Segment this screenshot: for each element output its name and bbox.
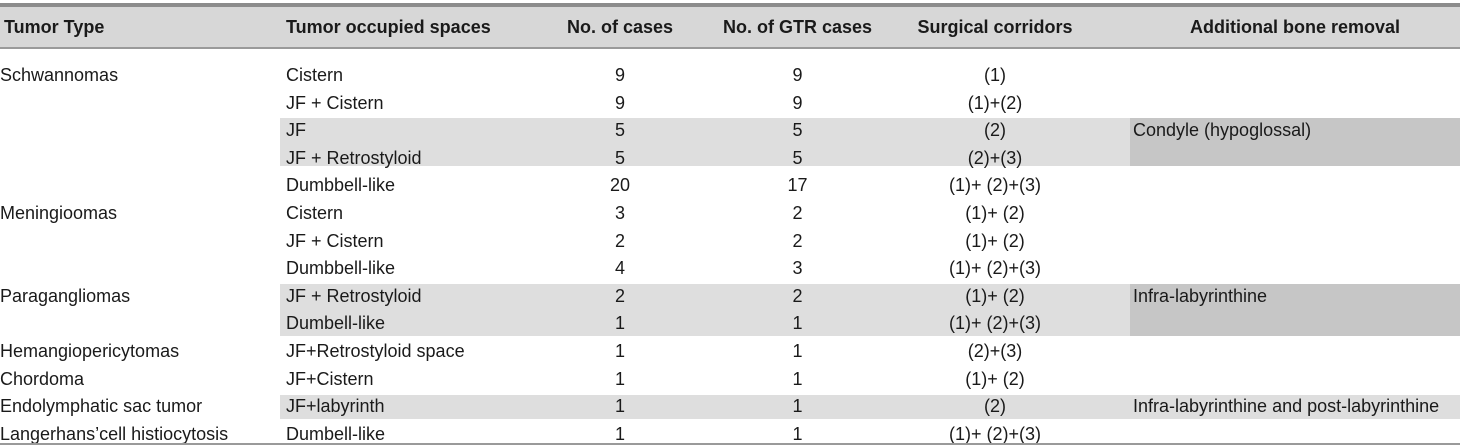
cell-gtr-cases: 17	[787, 175, 808, 196]
cell-bone-removal	[1133, 172, 1460, 200]
header-bone-removal: Additional bone removal	[1189, 17, 1401, 37]
cell-tumor-space: JF+Retrostyloid space	[286, 341, 465, 361]
cell-gtr-cases: 2	[792, 203, 803, 223]
cell-gtr-cases: 5	[792, 120, 803, 141]
cell-tumor-type: Hemangiopericytomas	[0, 341, 180, 361]
cell-corridors: (1)	[984, 65, 1006, 85]
cell-tumor-type: Paragangliomas	[0, 285, 131, 306]
cell-cases: 1	[614, 368, 625, 389]
top-rule	[0, 3, 1460, 7]
bottom-rule	[0, 443, 1460, 445]
cell-tumor-space: Cistern	[286, 65, 344, 85]
cell-cases: 2	[614, 230, 625, 251]
cell-corridors: (1)+ (2)+(3)	[948, 258, 1042, 279]
cell-tumor-type	[0, 172, 280, 200]
cell-bone-removal	[1133, 145, 1460, 173]
cell-tumor-space: JF+labyrinth	[286, 396, 385, 417]
cell-gtr-cases: 1	[792, 368, 803, 389]
cell-bone-removal	[1133, 62, 1460, 90]
cell-bone-removal: Condyle (hypoglossal)	[1133, 120, 1312, 141]
cell-bone-removal: Infra-labyrinthine	[1133, 285, 1268, 306]
cell-gtr-cases: 9	[792, 92, 803, 113]
cell-tumor-space: Dumbell-like	[286, 423, 386, 444]
cell-cases: 1	[614, 341, 625, 361]
cell-bone-removal	[1133, 310, 1460, 338]
cell-cases: 1	[614, 396, 625, 417]
cell-bone-removal	[1133, 200, 1460, 228]
cell-tumor-space: JF	[286, 120, 306, 141]
cell-gtr-cases: 1	[792, 396, 803, 417]
cell-tumor-type	[0, 145, 280, 173]
header-tumor-spaces: Tumor occupied spaces	[286, 17, 491, 37]
cell-gtr-cases: 2	[792, 285, 803, 306]
cell-tumor-space: Cistern	[286, 203, 344, 223]
cell-cases: 2	[614, 285, 625, 306]
header-corridors: Surgical corridors	[917, 17, 1073, 37]
cell-tumor-type	[0, 255, 280, 283]
cell-gtr-cases: 1	[792, 423, 803, 444]
cell-bone-removal	[1133, 255, 1460, 283]
cell-tumor-type: Chordoma	[0, 368, 85, 389]
shade-band	[1130, 118, 1460, 166]
cell-tumor-space: JF + Retrostyloid	[286, 285, 422, 306]
cell-tumor-space: Dumbbell-like	[286, 175, 396, 196]
cell-cases: 3	[614, 203, 625, 223]
cell-tumor-type: Langerhans’cell histiocytosis	[0, 423, 229, 444]
cell-corridors: (1)+ (2)+(3)	[948, 175, 1042, 196]
cell-corridors: (1)+ (2)	[965, 203, 1025, 223]
cell-gtr-cases: 1	[792, 341, 803, 361]
cell-tumor-space: Dumbell-like	[286, 313, 386, 334]
cell-cases: 4	[614, 258, 625, 279]
cell-gtr-cases: 5	[792, 147, 803, 168]
cell-gtr-cases: 1	[792, 313, 803, 334]
cell-gtr-cases: 9	[792, 65, 803, 85]
cell-bone-removal	[1133, 228, 1460, 256]
cell-tumor-type: Meningioomas	[0, 203, 118, 223]
cell-cases: 5	[614, 120, 625, 141]
cell-bone-removal	[1133, 90, 1460, 118]
cell-cases: 20	[609, 175, 631, 196]
cell-tumor-type: Schwannomas	[0, 65, 119, 85]
cell-tumor-type	[0, 310, 280, 338]
cell-corridors: (2)	[984, 396, 1006, 417]
cell-cases: 1	[614, 423, 625, 444]
cell-tumor-space: Dumbbell-like	[286, 258, 396, 279]
cell-corridors: (1)+ (2)	[965, 285, 1025, 306]
cell-cases: 1	[614, 313, 625, 334]
cell-corridors: (1)+ (2)	[965, 368, 1025, 389]
header-row	[0, 7, 1460, 47]
cell-bone-removal	[1133, 338, 1460, 366]
header-tumor-type: Tumor Type	[4, 17, 105, 37]
cell-tumor-type	[0, 117, 280, 145]
cell-tumor-type	[0, 90, 280, 118]
shade-band	[280, 395, 1460, 419]
cell-bone-removal	[1133, 366, 1460, 394]
cell-tumor-space: JF + Cistern	[286, 230, 384, 251]
shade-band	[1130, 284, 1460, 336]
cell-gtr-cases: 3	[792, 258, 803, 279]
cell-bone-removal: Infra-labyrinthine and post-labyrinthine	[1133, 396, 1440, 417]
cell-corridors: (1)+ (2)+(3)	[948, 423, 1042, 444]
cell-cases: 5	[614, 147, 625, 168]
cell-tumor-type: Endolymphatic sac tumor	[0, 396, 203, 417]
cell-cases: 9	[614, 92, 625, 113]
cell-tumor-space: JF+Cistern	[286, 368, 374, 389]
header-gtr-cases: No. of GTR cases	[722, 17, 873, 37]
cell-corridors: (1)+ (2)+(3)	[948, 313, 1042, 334]
header-rule	[0, 47, 1460, 49]
cell-tumor-space: JF + Cistern	[286, 92, 384, 113]
cell-corridors: (1)+ (2)	[965, 230, 1025, 251]
header-cases: No. of cases	[566, 17, 674, 37]
cell-corridors: (1)+(2)	[967, 92, 1023, 113]
shade-band	[280, 284, 1130, 336]
cell-tumor-type	[0, 228, 280, 256]
cell-gtr-cases: 2	[792, 230, 803, 251]
shade-band	[280, 118, 1130, 166]
cell-corridors: (2)	[984, 120, 1006, 141]
cell-corridors: (2)+(3)	[967, 341, 1023, 361]
cell-tumor-space: JF + Retrostyloid	[286, 147, 422, 168]
cell-corridors: (2)+(3)	[967, 147, 1023, 168]
cell-cases: 9	[614, 65, 625, 85]
